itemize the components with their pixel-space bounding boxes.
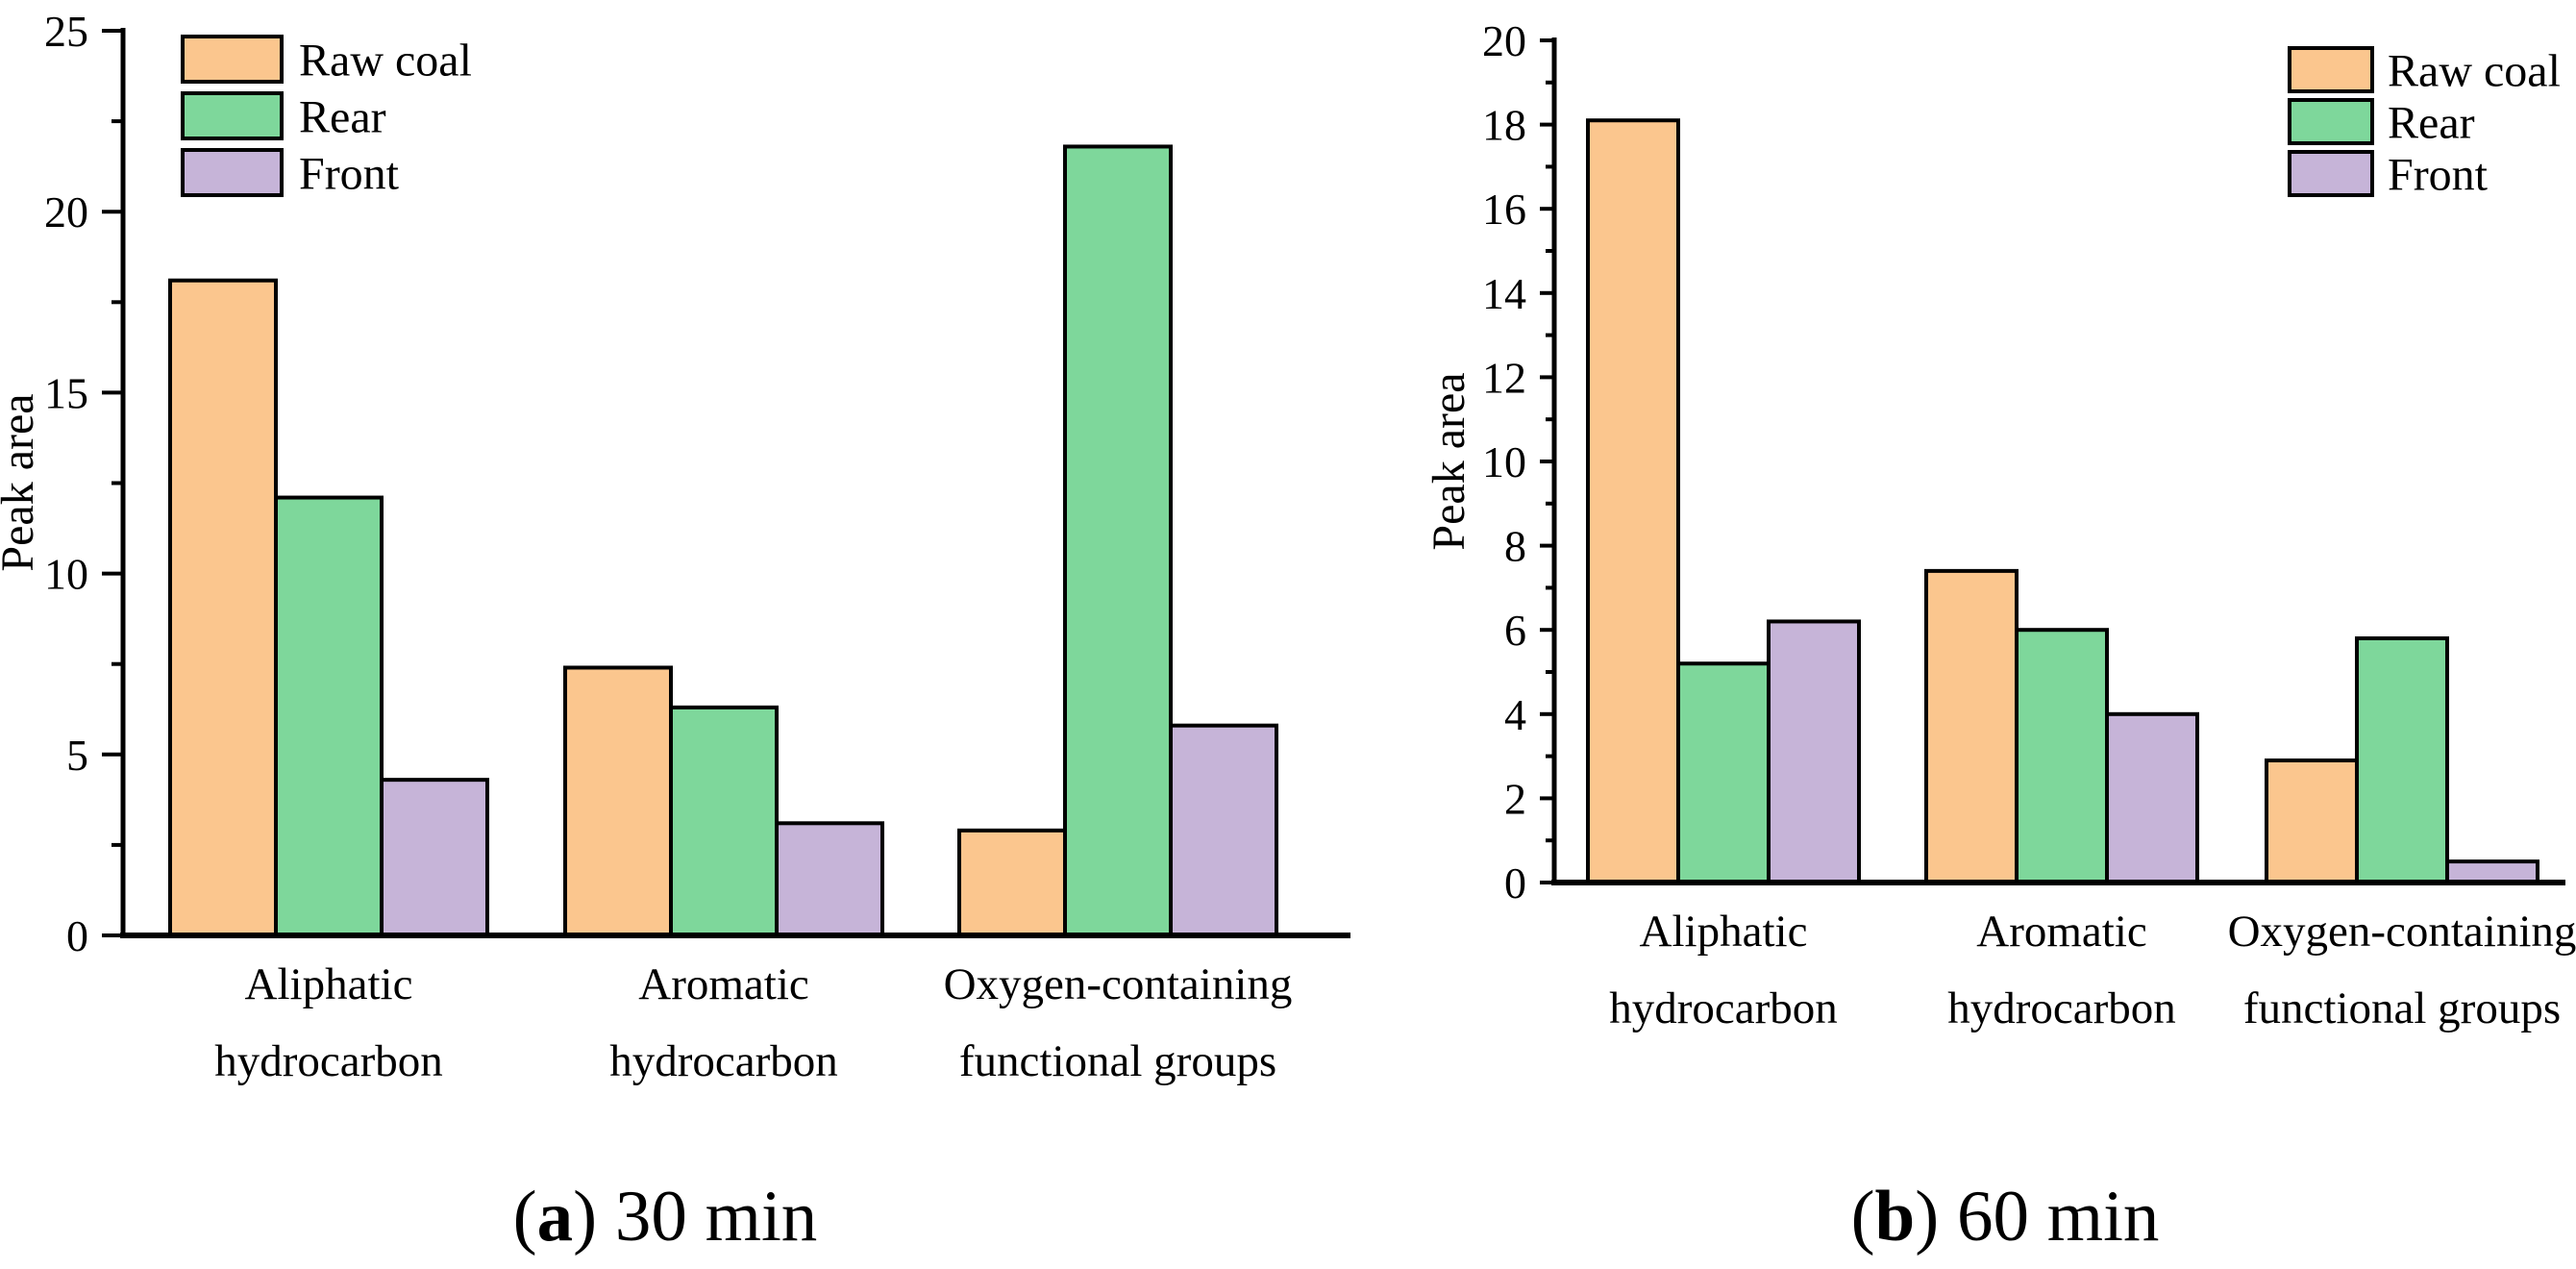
y-tick-label-b-4: 4 (1504, 690, 1526, 739)
legend-label-a-raw-coal: Raw coal (299, 36, 472, 87)
legend-swatch-b-raw-coal (2288, 46, 2374, 93)
bar-a-raw-coal-oxygen-containing (957, 828, 1067, 937)
bar-a-raw-coal-aromatic (563, 665, 673, 937)
x-category-label-b-aliphatic-line1: Aliphatic (1640, 907, 1808, 957)
legend-label-b-rear: Rear (2388, 98, 2475, 149)
x-category-label-a-oxygen-containing-line1: Oxygen-containing (944, 959, 1293, 1009)
y-tick-label-b-0: 0 (1504, 858, 1526, 908)
legend-label-b-raw-coal: Raw coal (2388, 46, 2561, 97)
bar-a-front-aliphatic (380, 778, 489, 938)
y-tick-label-b-18: 18 (1482, 101, 1526, 150)
y-tick-label-a-0: 0 (66, 911, 88, 960)
legend-swatch-a-rear (181, 91, 284, 140)
y-tick-label-b-14: 14 (1482, 269, 1526, 318)
bar-b-rear-aliphatic (1676, 661, 1771, 884)
y-tick-label-a-25: 25 (44, 7, 88, 56)
bar-b-raw-coal-aliphatic (1586, 118, 1680, 885)
legend-label-b-front: Front (2388, 150, 2489, 201)
x-category-label-b-aromatic-line2: hydrocarbon (1947, 983, 2176, 1033)
bar-b-front-oxygen-containing (2445, 859, 2539, 884)
legend-swatch-a-front (181, 148, 284, 197)
chart-panel-b: 0 2 4 6 8 10 12 14 16 18 20 Peak area Aliphatic hydro… (1424, 16, 2576, 1257)
y-tick-label-b-10: 10 (1482, 437, 1526, 486)
bar-a-front-oxygen-containing (1169, 723, 1278, 937)
x-category-label-a-aromatic-line1: Aromatic (638, 959, 809, 1009)
legend-swatch-b-front (2288, 150, 2374, 197)
legend-label-a-front: Front (299, 149, 400, 200)
bar-a-raw-coal-aliphatic (168, 278, 278, 937)
bar-b-raw-coal-oxygen-containing (2265, 758, 2359, 884)
y-tick-label-a-20: 20 (44, 187, 88, 236)
x-category-label-a-aromatic-line2: hydrocarbon (609, 1036, 838, 1086)
panel-caption-a: (a) 30 min (513, 1177, 818, 1257)
bar-b-raw-coal-aromatic (1924, 568, 2019, 884)
y-tick-label-b-12: 12 (1482, 353, 1526, 402)
y-tick-label-b-2: 2 (1504, 774, 1526, 823)
bar-b-rear-aromatic (2015, 628, 2109, 884)
y-tick-label-a-5: 5 (66, 731, 88, 780)
x-category-label-a-aliphatic-line2: hydrocarbon (214, 1036, 443, 1086)
legend-swatch-a-raw-coal (181, 35, 284, 84)
x-category-label-b-aliphatic-line2: hydrocarbon (1609, 983, 1838, 1033)
bar-b-front-aliphatic (1767, 619, 1861, 884)
x-category-label-a-oxygen-containing-line2: functional groups (959, 1036, 1276, 1086)
y-tick-label-b-20: 20 (1482, 16, 1526, 65)
bar-a-rear-oxygen-containing (1063, 144, 1173, 937)
y-tick-label-a-10: 10 (44, 550, 88, 599)
bar-a-rear-aromatic (669, 705, 779, 937)
panel-caption-b: (b) 60 min (1851, 1177, 2160, 1257)
y-tick-label-a-15: 15 (44, 368, 88, 417)
legend-label-a-rear: Rear (299, 92, 386, 143)
legend-swatch-b-rear (2288, 98, 2374, 145)
y-axis-title-a: Peak area (0, 393, 43, 571)
y-tick-label-b-8: 8 (1504, 522, 1526, 571)
bar-a-rear-aliphatic (274, 495, 384, 938)
y-tick-label-b-6: 6 (1504, 606, 1526, 655)
y-axis-title-b: Peak area (1424, 372, 1474, 550)
x-category-label-b-oxygen-containing-line1: Oxygen-containing (2228, 907, 2576, 957)
bar-a-front-aromatic (775, 821, 884, 937)
x-category-label-a-aliphatic-line1: Aliphatic (245, 959, 413, 1009)
chart-panel-a: 0 5 10 15 20 25 Peak area Aliphatic hydrocarbon A… (0, 7, 1350, 1257)
y-tick-label-b-16: 16 (1482, 185, 1526, 234)
bar-b-front-aromatic (2105, 711, 2199, 884)
x-category-label-b-aromatic-line1: Aromatic (1976, 907, 2147, 957)
bar-b-rear-oxygen-containing (2355, 635, 2449, 885)
x-category-label-b-oxygen-containing-line2: functional groups (2243, 983, 2561, 1033)
